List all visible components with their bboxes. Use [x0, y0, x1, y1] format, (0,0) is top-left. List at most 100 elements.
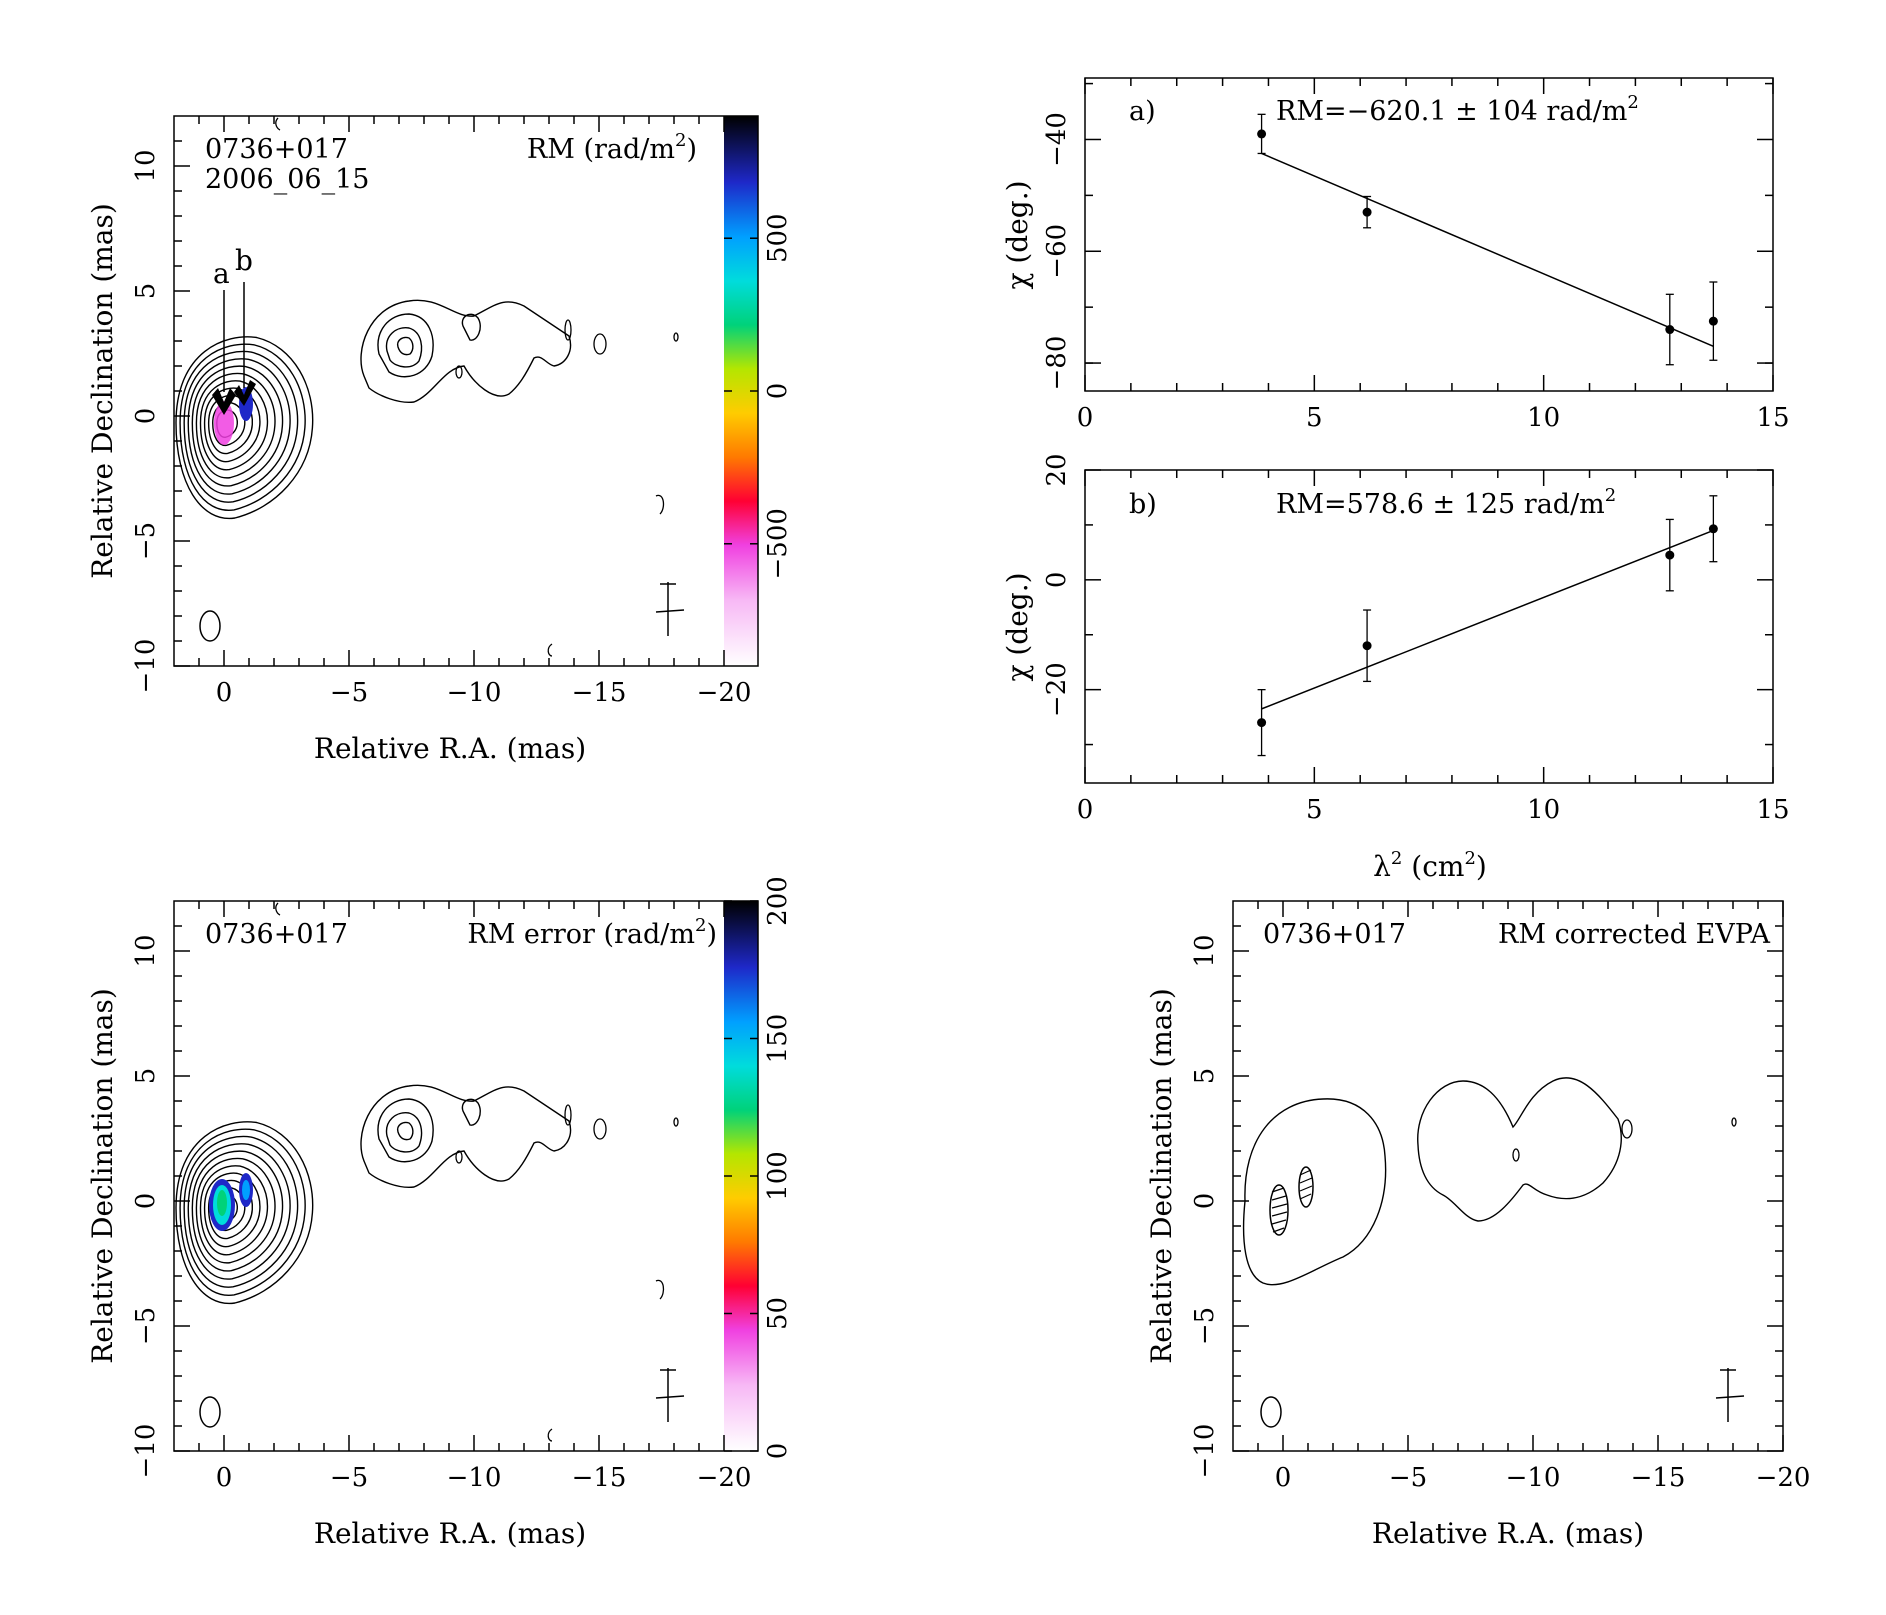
- rm-error-colorbar-tick-1: 50: [763, 1297, 793, 1330]
- rm-x-tick-2: −10: [447, 678, 502, 708]
- fit-a-y-tick-1: −60: [1042, 224, 1072, 279]
- fit-b-point-2: [1665, 550, 1675, 560]
- rm-contour-5: [195, 372, 276, 479]
- fit-a-y-tick-2: −80: [1042, 336, 1072, 391]
- rm-island-4: [655, 494, 665, 515]
- evpa-xlabel: Relative R.A. (mas): [1372, 1517, 1644, 1550]
- rm-error-contour-4: [191, 1150, 284, 1272]
- fit-a-ticks: 0 5 10 15 −40 −60 −80: [1042, 78, 1790, 433]
- evpa-y-tick-4: 10: [1190, 934, 1220, 967]
- rm-colorbar: −500 0 500: [724, 116, 793, 666]
- rm-error-colorbar-tick-2: 100: [763, 1151, 793, 1201]
- fit-b-panel-label: b): [1129, 489, 1157, 520]
- rm-error-island-3: [673, 1117, 679, 1127]
- evpa-x-tick-4: −20: [1756, 1463, 1811, 1493]
- rm-x-tick-4: −20: [697, 678, 752, 708]
- rm-island-0: [455, 365, 463, 379]
- evpa-y-tick-3: 5: [1190, 1068, 1220, 1085]
- rm-error-contour-2: [183, 1135, 299, 1288]
- fit-b-panel: b) RM=578.6 ± 125 rad/m2 0 5 10 15 20 0 −20 χ …: [1001, 453, 1790, 883]
- fit-b-x-tick-1: 5: [1306, 795, 1323, 825]
- rm-error-source-name: 0736+017: [205, 919, 348, 950]
- rm-error-xlabel: Relative R.A. (mas): [314, 1517, 586, 1550]
- fit-a-x-tick-1: 5: [1306, 403, 1323, 433]
- fit-a-ylabel: χ (deg.): [1001, 180, 1034, 289]
- rm-error-jet-contour-4: [461, 1098, 481, 1126]
- fit-a-panel-label: a): [1129, 96, 1156, 127]
- rm-source-name: 0736+017: [205, 134, 348, 165]
- evpa-core-contour: [1242, 1098, 1387, 1286]
- fit-a-panel: a) RM=−620.1 ± 104 rad/m2 0 5 10 15 −40 −60 −8…: [1001, 77, 1790, 433]
- evpa-ticks: 0 −5 −10 −15 −20 −10 −5 0 5 10: [1190, 901, 1810, 1493]
- rm-island-6: [275, 117, 281, 131]
- rm-error-island-5: [547, 1428, 553, 1442]
- rm-error-island-4: [655, 1279, 665, 1300]
- rm-error-colorbar: 0 50 100 150 200: [724, 876, 793, 1459]
- rm-error-island-0: [455, 1150, 463, 1164]
- fit-a-x-tick-0: 0: [1077, 403, 1094, 433]
- fit-b-point-3: [1708, 524, 1718, 534]
- evpa-y-tick-2: 0: [1190, 1193, 1220, 1210]
- evpa-y-tick-1: −5: [1190, 1307, 1220, 1345]
- fit-a-point-3: [1708, 316, 1718, 326]
- fit-a-marks: [1257, 113, 1718, 366]
- evpa-contours: [1242, 1077, 1737, 1286]
- rm-error-contour-7: [203, 1172, 261, 1248]
- rm-jet-contour-0: [360, 299, 572, 403]
- evpa-vectors: [1269, 1166, 1314, 1236]
- fit-b-fit-line: [1261, 529, 1714, 710]
- evpa-x-tick-0: 0: [1275, 1463, 1292, 1493]
- evpa-x-tick-1: −5: [1389, 1463, 1427, 1493]
- rm-jet-contour-1: [377, 313, 434, 378]
- rm-error-jet-contour-2: [385, 1112, 423, 1153]
- fit-a-point-0: [1257, 129, 1267, 139]
- rm-x-tick-3: −15: [572, 678, 627, 708]
- rm-island-3: [673, 332, 679, 342]
- fit-b-ylabel: χ (deg.): [1001, 572, 1034, 681]
- rm-error-colorbar-tick-0: 0: [763, 1443, 793, 1460]
- fit-a-point-1: [1362, 207, 1372, 217]
- evpa-quantity-label: RM corrected EVPA: [1498, 919, 1770, 950]
- rm-jet-contour-2: [385, 327, 423, 368]
- fit-b-x-tick-2: 10: [1527, 795, 1560, 825]
- evpa-jet-contour: [1417, 1077, 1622, 1222]
- rm-island-1: [564, 319, 572, 341]
- evpa-map-panel: 0736+017 RM corrected EVPA 0 −5 −10 −15 −20 −…: [1145, 900, 1810, 1550]
- rm-island-5: [547, 643, 553, 657]
- rm-error-x-tick-1: −5: [330, 1463, 368, 1493]
- fit-a-x-tick-3: 15: [1756, 403, 1789, 433]
- rm-contour-2: [183, 350, 299, 503]
- component-label-b: b: [235, 244, 253, 277]
- fit-b-x-tick-3: 15: [1756, 795, 1789, 825]
- rm-island-2: [593, 333, 607, 355]
- rm-y-tick-3: 5: [131, 283, 161, 300]
- rm-contour-0: [175, 336, 314, 520]
- rm-error-x-tick-0: 0: [216, 1463, 233, 1493]
- rm-error-contours: [175, 902, 679, 1442]
- evpa-source-name: 0736+017: [1263, 919, 1406, 950]
- rm-error-y-tick-0: −10: [131, 1424, 161, 1479]
- evpa-y-tick-0: −10: [1190, 1424, 1220, 1479]
- fit-b-ticks: 0 5 10 15 20 0 −20: [1042, 453, 1790, 825]
- rm-vectors: [212, 380, 256, 415]
- rm-error-ticks: 0 −5 −10 −15 −20 −10 −5 0 5 10: [131, 901, 751, 1493]
- rm-quantity-label: RM (rad/m2): [527, 130, 697, 165]
- rm-error-y-tick-2: 0: [131, 1193, 161, 1210]
- rm-error-island-1: [564, 1104, 572, 1126]
- rm-error-y-tick-3: 5: [131, 1068, 161, 1085]
- rm-error-x-tick-2: −10: [447, 1463, 502, 1493]
- fit-a-point-2: [1665, 325, 1675, 335]
- rm-colorbar-tick-0: −500: [763, 508, 793, 579]
- rm-patch-a: [214, 401, 234, 445]
- rm-error-jet-contour-3: [396, 1121, 414, 1141]
- rm-error-island-6: [275, 902, 281, 916]
- fit-b-point-1: [1362, 641, 1372, 651]
- fit-b-x-tick-0: 0: [1077, 795, 1094, 825]
- fit-b-xlabel: λ2 (cm2): [1373, 848, 1487, 883]
- rm-contour-4: [191, 365, 284, 487]
- fit-a-frame: [1084, 77, 1774, 392]
- evpa-frame: [1232, 900, 1784, 1452]
- rm-error-y-tick-4: 10: [131, 934, 161, 967]
